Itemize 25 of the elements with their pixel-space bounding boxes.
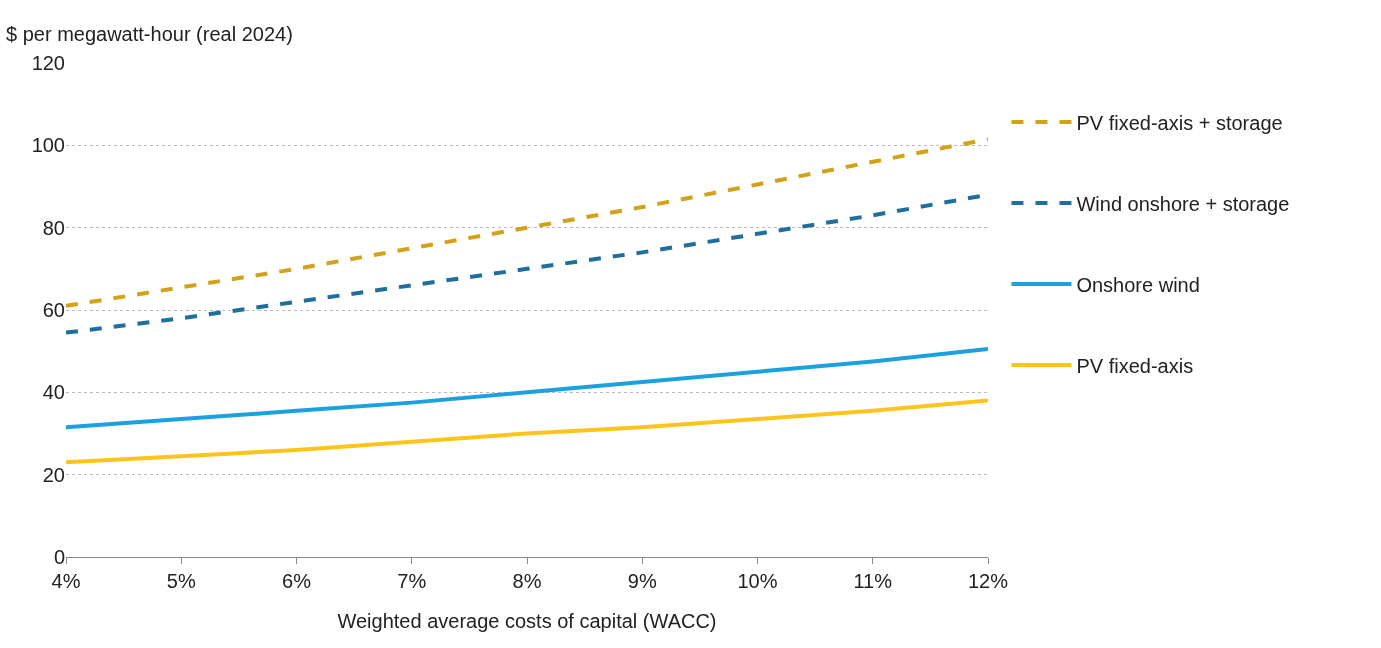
legend-label: Wind onshore + storage: [1076, 192, 1290, 215]
y-tick-label: 120: [31, 52, 65, 74]
y-tick-label: 100: [31, 134, 65, 157]
legend-label: Onshore wind: [1076, 273, 1200, 296]
x-tick-label: 8%: [512, 570, 542, 592]
y-tick-label: 80: [42, 216, 65, 239]
y-tick-label: 60: [42, 299, 65, 321]
x-tick-label: 12%: [967, 570, 1009, 592]
legend-label: PV fixed-axis + storage: [1076, 111, 1283, 134]
x-tick-label: 7%: [397, 570, 427, 592]
x-tick-label: 10%: [737, 570, 778, 592]
y-tick-label: 20: [42, 463, 65, 486]
x-tick-label: 11%: [853, 570, 893, 592]
y-tick-label: 0: [53, 546, 65, 568]
x-tick-label: 9%: [627, 570, 657, 592]
line-series: [66, 347, 988, 430]
legend-label: PV fixed-axis: [1076, 354, 1194, 377]
line-series: [66, 137, 988, 308]
x-axis-title: Weighted average costs of capital (WACC): [337, 609, 717, 632]
y-axis-title: $ per megawatt-hour (real 2024): [6, 23, 293, 45]
x-tick-label: 6%: [282, 570, 312, 592]
line-series: [66, 398, 988, 465]
x-tick-label: 5%: [166, 570, 196, 592]
y-tick-label: 40: [42, 381, 65, 404]
x-tick-label: 4%: [51, 570, 81, 592]
